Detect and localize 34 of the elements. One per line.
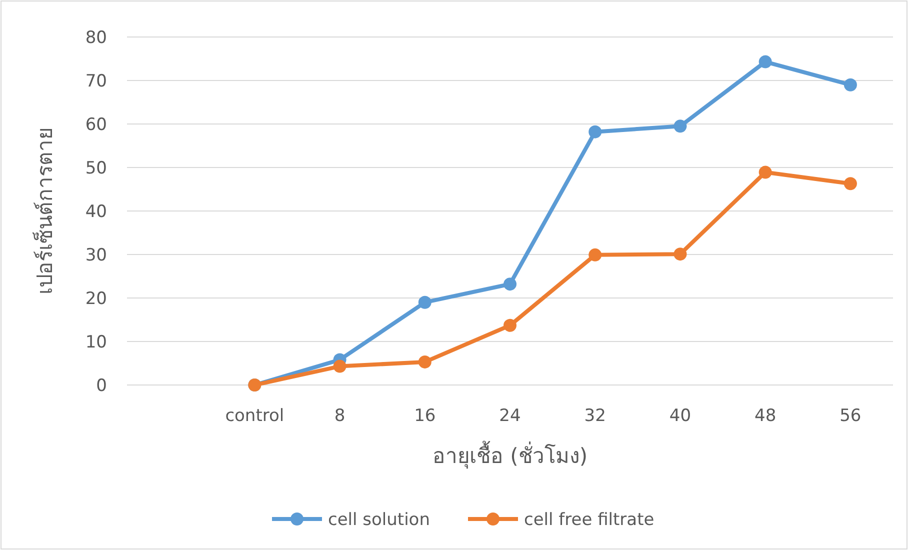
point [333, 360, 346, 373]
point [844, 78, 857, 92]
x-tick-label: 40 [669, 406, 692, 426]
legend-label: cell solution [328, 510, 430, 530]
y-tick-label: 50 [85, 158, 107, 178]
y-tick-label: 60 [85, 115, 107, 135]
point [418, 296, 432, 309]
y-tick-label: 0 [96, 376, 107, 396]
y-tick-label: 80 [85, 28, 107, 48]
point [504, 278, 516, 291]
point [758, 166, 772, 179]
x-tick-label: control [225, 406, 284, 426]
y-axis-title: เปอร์เซ็นต์การตาย [31, 128, 57, 294]
y-tick-label: 70 [85, 72, 107, 92]
x-axis-title: อายุเชื้อ (ชั่วโมง) [432, 441, 588, 469]
point [504, 318, 516, 332]
y-tick-label: 40 [85, 202, 107, 222]
point [588, 248, 602, 262]
x-tick-label: 24 [499, 406, 521, 426]
point [758, 55, 772, 68]
point [674, 120, 687, 133]
x-tick-label: 32 [584, 406, 606, 426]
y-tick-label: 20 [85, 289, 107, 309]
legend-label: cell free filtrate [524, 510, 654, 530]
y-tick-label: 30 [85, 246, 107, 266]
point [674, 248, 687, 261]
x-tick-label: 48 [754, 406, 776, 426]
x-tick-label: 8 [334, 406, 346, 426]
x-tick-label: 56 [840, 406, 862, 426]
point [588, 125, 602, 138]
y-tick-label: 10 [85, 332, 107, 352]
point [844, 177, 857, 190]
point [418, 355, 432, 368]
x-tick-label: 16 [414, 406, 436, 426]
